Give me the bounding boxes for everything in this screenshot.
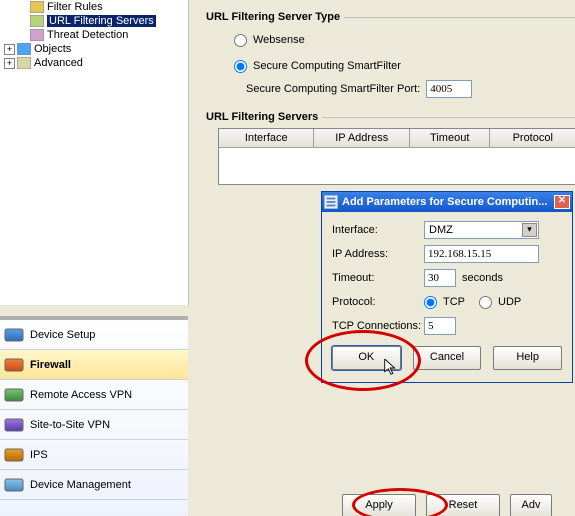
tree-node-icon xyxy=(17,57,31,69)
tree-node-icon xyxy=(30,1,44,13)
tree-item-threat-detection[interactable]: Threat Detection xyxy=(2,28,188,42)
tree-item-filter-rules[interactable]: Filter Rules xyxy=(2,0,188,14)
radio-udp-label: UDP xyxy=(498,296,521,308)
group-title-servers: URL Filtering Servers xyxy=(206,111,322,123)
lbl-timeout: Timeout: xyxy=(332,272,424,284)
nav-icon xyxy=(4,325,24,345)
input-timeout[interactable] xyxy=(424,269,456,287)
lbl-interface: Interface: xyxy=(332,224,424,236)
radio-tcp-label: TCP xyxy=(443,296,465,308)
input-ip[interactable] xyxy=(424,245,539,263)
col-ip-address[interactable]: IP Address xyxy=(314,129,409,147)
nav-icon xyxy=(4,415,24,435)
radio-udp[interactable] xyxy=(479,296,492,309)
tree-toggle-icon[interactable]: + xyxy=(4,58,15,69)
col-interface[interactable]: Interface xyxy=(219,129,314,147)
col-timeout[interactable]: Timeout xyxy=(410,129,491,147)
radio-label-websense: Websense xyxy=(253,34,305,46)
ok-button[interactable]: OK xyxy=(332,346,401,370)
lbl-ip: IP Address: xyxy=(332,248,424,260)
nav-item-label: IPS xyxy=(30,449,48,461)
nav-item-ips[interactable]: IPS xyxy=(0,440,188,470)
lbl-protocol: Protocol: xyxy=(332,296,424,308)
nav-item-label: Device Management xyxy=(30,479,131,491)
radio-row-smartfilter[interactable]: Secure Computing SmartFilter xyxy=(234,56,575,76)
port-input[interactable] xyxy=(426,80,472,98)
group-rule xyxy=(344,17,575,18)
close-icon[interactable]: ✕ xyxy=(554,195,570,209)
tree-node-icon xyxy=(30,15,44,27)
reset-button[interactable]: Reset xyxy=(426,494,500,516)
radio-websense[interactable] xyxy=(234,34,247,47)
nav-icon xyxy=(4,445,24,465)
col-protocol[interactable]: Protocol xyxy=(490,129,575,147)
add-parameters-dialog: Add Parameters for Secure Computin... ✕ … xyxy=(321,191,573,383)
app-icon xyxy=(324,195,338,209)
bottom-bar: Apply Reset Adv xyxy=(342,494,552,516)
chevron-down-icon[interactable]: ▾ xyxy=(522,223,537,237)
adv-button[interactable]: Adv xyxy=(510,494,552,516)
select-interface-value: DMZ xyxy=(429,224,453,236)
group-rule2 xyxy=(322,117,575,118)
nav-icon xyxy=(4,475,24,495)
nav-item-firewall[interactable]: Firewall xyxy=(0,350,188,380)
nav-panel: Device Setup Firewall Remote Access VPN Sit… xyxy=(0,316,188,516)
tree-item-advanced[interactable]: + Advanced xyxy=(2,56,188,70)
lbl-tcpconn: TCP Connections: xyxy=(332,320,424,332)
nav-item-label: Site-to-Site VPN xyxy=(30,419,110,431)
radio-label-smartfilter: Secure Computing SmartFilter xyxy=(253,60,401,72)
timeout-unit: seconds xyxy=(462,272,503,284)
nav-icon xyxy=(4,355,24,375)
tree-item-label: Threat Detection xyxy=(47,29,128,41)
tree-node-icon xyxy=(30,29,44,41)
tree-item-label: URL Filtering Servers xyxy=(47,15,156,27)
apply-button[interactable]: Apply xyxy=(342,494,416,516)
nav-item-site-to-site-vpn[interactable]: Site-to-Site VPN xyxy=(0,410,188,440)
help-button[interactable]: Help xyxy=(493,346,562,370)
tree-item-label: Advanced xyxy=(34,57,83,69)
port-label: Secure Computing SmartFilter Port: xyxy=(246,83,420,95)
nav-item-label: Firewall xyxy=(30,359,71,371)
radio-tcp[interactable] xyxy=(424,296,437,309)
nav-item-label: Remote Access VPN xyxy=(30,389,132,401)
tree-panel: Filter Rules URL Filtering Servers Threat … xyxy=(0,0,189,305)
tree-item-url-filtering-servers[interactable]: URL Filtering Servers xyxy=(2,14,188,28)
radio-smartfilter[interactable] xyxy=(234,60,247,73)
tree-item-label: Objects xyxy=(34,43,71,55)
cancel-button[interactable]: Cancel xyxy=(413,346,482,370)
group-title-server-type: URL Filtering Server Type xyxy=(206,11,344,23)
tree-toggle-icon[interactable]: + xyxy=(4,44,15,55)
nav-icon xyxy=(4,385,24,405)
tree-node-icon xyxy=(17,43,31,55)
nav-item-device-setup[interactable]: Device Setup xyxy=(0,320,188,350)
nav-item-label: Device Setup xyxy=(30,329,95,341)
tree-item-label: Filter Rules xyxy=(47,1,103,13)
nav-item-device-management[interactable]: Device Management xyxy=(0,470,188,500)
tree-item-objects[interactable]: + Objects xyxy=(2,42,188,56)
group-server-type: URL Filtering Server Type Websense Secur… xyxy=(206,10,575,102)
select-interface[interactable]: DMZ ▾ xyxy=(424,221,539,239)
nav-item-remote-access-vpn[interactable]: Remote Access VPN xyxy=(0,380,188,410)
servers-table[interactable]: InterfaceIP AddressTimeoutProtocol xyxy=(218,128,575,185)
dialog-title: Add Parameters for Secure Computin... xyxy=(342,196,554,208)
input-tcpconn[interactable] xyxy=(424,317,456,335)
group-servers: URL Filtering Servers xyxy=(206,110,575,124)
radio-row-websense[interactable]: Websense xyxy=(234,30,575,50)
dialog-titlebar[interactable]: Add Parameters for Secure Computin... ✕ xyxy=(322,192,572,212)
